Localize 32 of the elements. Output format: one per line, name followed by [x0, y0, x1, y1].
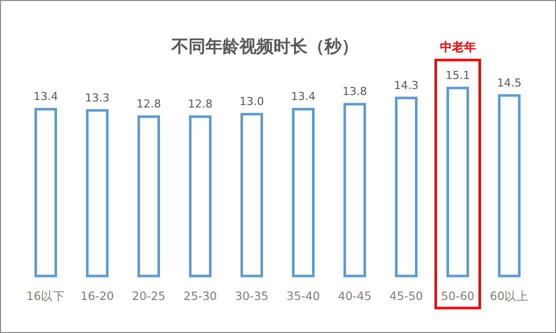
- bar: [498, 94, 520, 278]
- x-tick-label: 16-20: [80, 289, 114, 303]
- data-label: 15.1: [446, 69, 470, 82]
- data-label: 13.3: [85, 91, 110, 104]
- bar: [446, 86, 469, 278]
- x-tick-label: 40-45: [338, 289, 372, 303]
- x-tick-label: 60以上: [490, 289, 529, 303]
- bar: [34, 108, 57, 278]
- data-label: 13.8: [342, 85, 367, 98]
- data-label: 13.4: [291, 90, 316, 104]
- data-label: 13.0: [240, 95, 264, 108]
- bar: [344, 102, 366, 278]
- x-tick-label: 30-35: [235, 289, 268, 303]
- x-tick-label: 45-50: [390, 289, 423, 303]
- text: 中老年: [440, 40, 476, 54]
- bar: [189, 115, 212, 278]
- bar: [395, 96, 418, 278]
- bar: [292, 108, 314, 278]
- data-label: 13.4: [34, 90, 58, 104]
- x-tick-label: 20-25: [132, 289, 166, 303]
- data-label: 12.8: [136, 98, 161, 111]
- data-label: 12.8: [188, 98, 212, 111]
- bar: [138, 115, 160, 278]
- data-label: 14.3: [394, 78, 418, 92]
- data-label: 14.5: [497, 76, 522, 90]
- bar: [240, 112, 263, 278]
- x-tick-label: 50-60: [441, 289, 474, 303]
- chart-title: 不同年龄视频时长（秒）: [170, 37, 358, 57]
- x-tick-label: 35-40: [286, 289, 320, 303]
- bar: [86, 109, 108, 278]
- x-tick-label: 25-30: [184, 289, 217, 303]
- x-tick-label: 16以下: [26, 289, 66, 303]
